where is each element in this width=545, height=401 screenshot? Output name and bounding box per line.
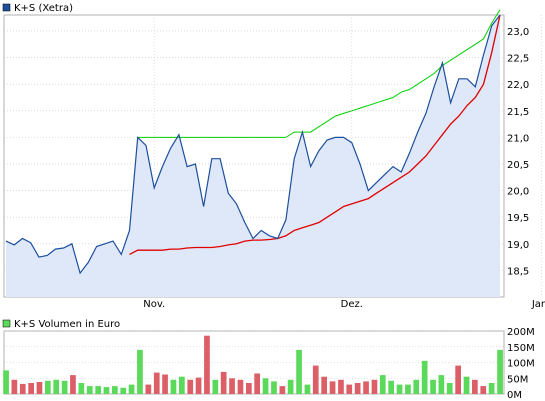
volume-bar (254, 373, 260, 394)
volume-bar (70, 375, 76, 394)
volume-bar (463, 376, 470, 394)
volume-bar (396, 384, 403, 394)
volume-bar (354, 383, 361, 394)
price-y-tick-label: 18,5 (507, 266, 529, 277)
volume-panel: K+S Volumen in Euro 0M 50M 100M 150M 200M (2, 319, 535, 401)
volume-y-axis: 0M 50M 100M 150M 200M (507, 327, 535, 401)
volume-bar (497, 349, 503, 394)
volume-bar (220, 371, 227, 394)
price-y-axis: 18,5 19,0 19,5 20,0 20,5 21,0 21,5 22,0 22,5 23,0 (507, 27, 529, 277)
volume-bar (86, 386, 93, 394)
volume-bar (346, 384, 353, 394)
price-y-tick-label: 19,5 (507, 213, 529, 224)
volume-bar (53, 379, 60, 394)
volume-bar (296, 349, 302, 394)
volume-bar (61, 380, 68, 394)
volume-bar (212, 379, 219, 394)
volume-bar (145, 384, 152, 394)
volume-bar (312, 365, 319, 394)
volume-bar (19, 383, 26, 394)
volume-bar (488, 383, 495, 394)
price-x-axis: Nov. Dez. Jan. (143, 299, 545, 310)
price-x-tick-label: Dez. (341, 299, 363, 310)
price-y-tick-label: 20,0 (507, 187, 529, 198)
volume-bar (430, 379, 436, 394)
price-x-tick-label: Nov. (143, 299, 165, 310)
volume-bar (170, 379, 177, 394)
price-y-tick-label: 21,5 (507, 107, 529, 118)
volume-bar (388, 380, 394, 394)
price-area-fill (6, 15, 500, 297)
volume-y-tick-label: 150M (507, 343, 535, 354)
volume-bar (78, 383, 85, 394)
volume-bar (162, 374, 168, 394)
volume-bar (363, 381, 369, 394)
volume-bar (304, 384, 311, 394)
volume-bar (405, 384, 411, 394)
price-y-tick-label: 23,0 (507, 27, 529, 38)
volume-bar (36, 382, 43, 394)
volume-bar (321, 376, 327, 394)
volume-y-tick-label: 200M (507, 327, 535, 338)
volume-bar (371, 379, 378, 394)
volume-bar (472, 379, 478, 394)
price-x-tick-label: Jan. (531, 299, 545, 310)
volume-bar (446, 383, 453, 394)
volume-bar (329, 381, 336, 394)
volume-bar (379, 375, 386, 394)
price-line (5, 14, 501, 275)
volume-bar (137, 349, 143, 394)
volume-bar (45, 380, 51, 394)
volume-bar (120, 387, 127, 394)
price-panel: K+S (Xetra) 18,5 19,0 19,5 20,0 20,5 21,0 21,5… (2, 3, 545, 310)
volume-bar (246, 383, 252, 394)
volume-y-tick-label: 0M (507, 390, 522, 401)
volume-legend-swatch (2, 319, 11, 328)
volume-bar (338, 379, 344, 394)
volume-bar (237, 379, 244, 394)
volume-bar (28, 383, 34, 394)
volume-bar (103, 387, 110, 394)
volume-y-tick-label: 100M (507, 359, 535, 370)
volume-bar (271, 381, 277, 394)
price-legend-swatch (2, 3, 11, 12)
volume-bar (287, 379, 294, 394)
volume-bar (480, 386, 487, 394)
volume-bar (229, 378, 235, 395)
volume-bar (195, 377, 202, 394)
volume-y-tick-label: 50M (507, 374, 528, 385)
volume-bar (3, 370, 9, 394)
volume-legend-label: K+S Volumen in Euro (14, 319, 120, 330)
volume-bar (11, 379, 18, 394)
volume-bar (95, 386, 101, 394)
price-y-tick-label: 21,0 (507, 133, 529, 144)
volume-bar (112, 386, 118, 394)
price-legend-label: K+S (Xetra) (14, 3, 73, 14)
volume-gridlines (4, 330, 504, 395)
volume-bar (187, 379, 194, 394)
volume-bar (262, 378, 269, 395)
price-y-tick-label: 22,0 (507, 80, 529, 91)
price-y-tick-label: 19,0 (507, 240, 529, 251)
volume-bar (179, 376, 185, 394)
volume-bar (438, 375, 445, 394)
volume-bar (279, 386, 286, 394)
price-y-tick-label: 20,5 (507, 160, 529, 171)
volume-bar (421, 360, 428, 394)
volume-bar (413, 379, 420, 394)
volume-bar (455, 365, 461, 394)
lower-band-line (129, 14, 501, 255)
volume-bar (204, 335, 210, 394)
volume-bar (153, 372, 160, 394)
volume-bar (128, 384, 135, 394)
volume-bars (3, 335, 503, 395)
upper-band-line (137, 9, 501, 138)
price-y-tick-label: 22,5 (507, 54, 529, 65)
